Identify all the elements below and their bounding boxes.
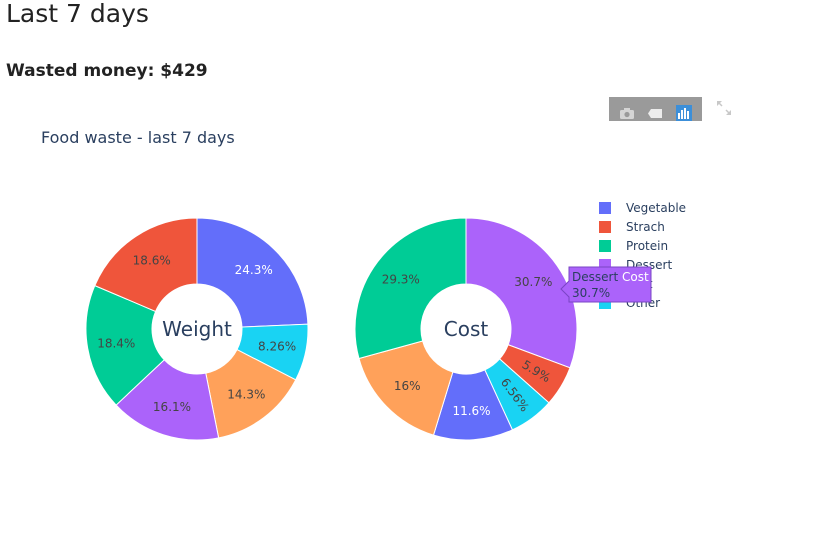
pie-1: 30.7%5.9%6.56%11.6%16%29.3%Cost xyxy=(354,217,578,441)
pie-1-label-dessert: 30.7% xyxy=(514,275,552,289)
legend-label-protein[interactable]: Protein xyxy=(626,239,668,253)
camera-icon[interactable] xyxy=(618,105,636,121)
hover-tooltip: Dessert Cost 30.7% xyxy=(560,266,652,303)
pie-0-label-fruit: 14.3% xyxy=(227,387,265,401)
pie-0-slice-vegetable[interactable] xyxy=(196,217,309,328)
legend-label-vegetable[interactable]: Vegetable xyxy=(626,201,686,215)
tooltip-category: Dessert xyxy=(572,270,618,284)
chart-title: Food waste - last 7 days xyxy=(41,128,235,147)
bar-chart-icon[interactable] xyxy=(675,105,693,121)
eraser-icon[interactable] xyxy=(646,105,664,121)
pie-0-label-other: 8.26% xyxy=(258,340,296,354)
pie-1-label-fruit: 16% xyxy=(394,379,421,393)
pie-0-label-protein: 18.4% xyxy=(97,336,135,350)
pie-1-label-vegetable: 11.6% xyxy=(452,404,490,418)
legend-label-strach[interactable]: Strach xyxy=(626,220,665,234)
pie-0: 24.3% 8.26% 14.3% 16.1% 18.4% 18.6% Weight xyxy=(85,217,309,441)
pie-1-slice-dessert[interactable] xyxy=(465,217,578,369)
pie-1-center-label: Cost xyxy=(444,317,489,341)
pie-1-slice-protein[interactable] xyxy=(354,217,467,360)
tooltip-value: 30.7% xyxy=(572,286,610,300)
legend-swatch-strach[interactable] xyxy=(599,221,611,233)
pie-0-label-strach: 18.6% xyxy=(133,254,171,268)
page-title: Last 7 days xyxy=(6,0,149,28)
pie-0-label-vegetable: 24.3% xyxy=(235,263,273,277)
modebar xyxy=(609,97,702,121)
tooltip-chart: Cost xyxy=(622,270,649,284)
pie-0-slice-protein[interactable] xyxy=(85,284,165,406)
legend-swatch-protein[interactable] xyxy=(599,240,611,252)
expand-icon[interactable] xyxy=(715,99,733,117)
pie-0-slice-strach[interactable] xyxy=(94,217,198,313)
pie-1-label-protein: 29.3% xyxy=(382,272,420,286)
legend-swatch-vegetable[interactable] xyxy=(599,202,611,214)
pie-0-label-dessert: 16.1% xyxy=(153,400,191,414)
pie-0-center-label: Weight xyxy=(162,317,232,341)
wasted-money-label: Wasted money: $429 xyxy=(6,61,208,81)
food-waste-chart: Food waste - last 7 days 24.3% 8.26% 14.3%… xyxy=(41,128,686,441)
